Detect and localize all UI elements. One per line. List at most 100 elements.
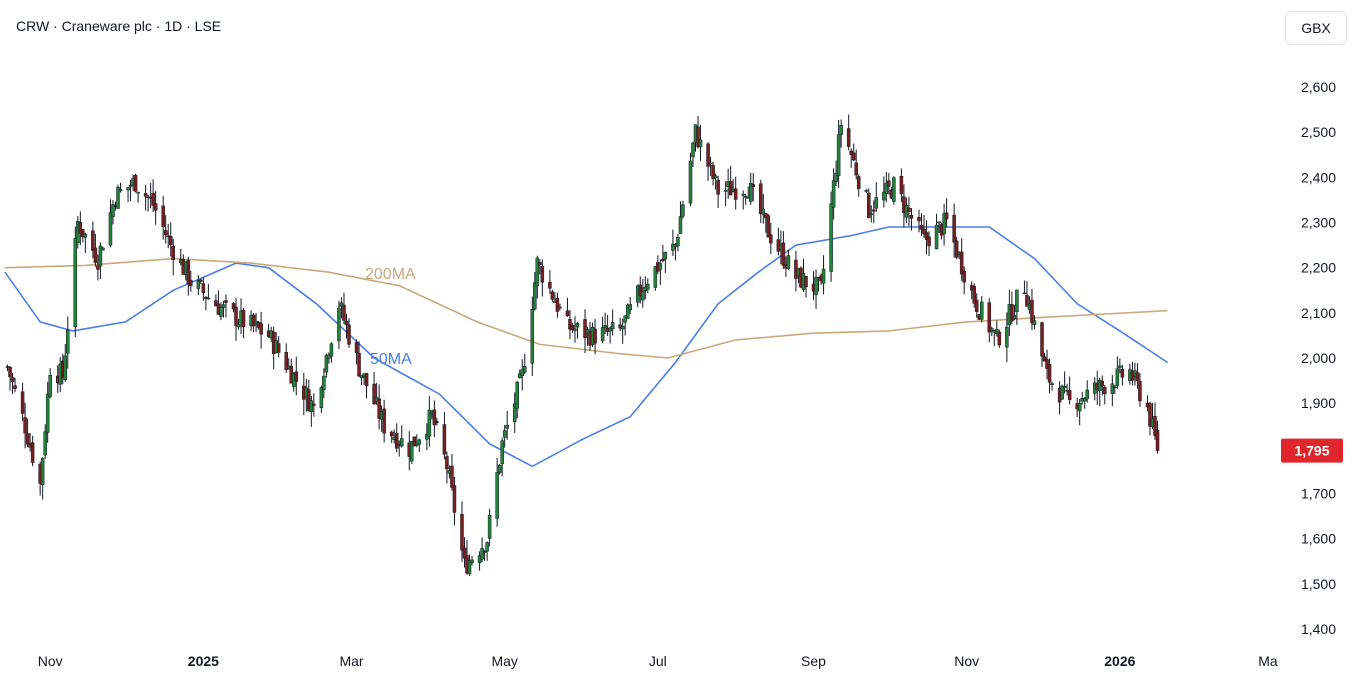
candle — [676, 234, 680, 252]
candle-body — [241, 309, 246, 328]
x-tick-label: 2025 — [188, 653, 219, 669]
candle-body — [575, 323, 580, 328]
candle-body — [470, 559, 474, 563]
candle-body — [934, 224, 939, 250]
candle — [678, 201, 683, 234]
candle — [959, 238, 964, 281]
candle-body — [573, 328, 577, 331]
candle — [1030, 288, 1034, 330]
last-price-tag: 1,795 — [1281, 438, 1343, 463]
y-axis: 2,600 2,500 2,400 2,300 2,200 2,100 2,000 1,900… — [1301, 79, 1336, 637]
candle — [309, 396, 314, 427]
candle — [570, 322, 575, 333]
candle — [382, 399, 386, 443]
candle — [1085, 380, 1089, 403]
candle-body — [691, 142, 695, 158]
candle-body — [944, 212, 949, 220]
candle-body — [593, 328, 597, 344]
candle — [1032, 315, 1037, 330]
candle-body — [171, 245, 175, 260]
candle — [638, 276, 643, 304]
candle — [234, 297, 238, 341]
candle — [452, 476, 457, 526]
candle-body — [851, 152, 856, 161]
candle-body — [312, 403, 316, 406]
candle-body — [1060, 385, 1064, 400]
candle-body — [10, 377, 15, 383]
candle-body — [711, 165, 715, 180]
candle-body — [324, 354, 329, 373]
candle-body — [427, 409, 432, 437]
candle — [884, 171, 889, 203]
candle — [887, 173, 891, 195]
candle — [284, 343, 288, 374]
candle-body — [1153, 415, 1157, 436]
candle-body — [902, 196, 906, 213]
candle — [743, 194, 748, 205]
candle — [1155, 420, 1160, 454]
candle-body — [442, 424, 447, 455]
candle — [814, 269, 818, 310]
candle-body — [1103, 387, 1107, 395]
candle — [497, 464, 502, 475]
candle-body — [909, 215, 914, 219]
candle-body — [40, 458, 45, 486]
candle-body — [186, 260, 191, 285]
candle-body — [608, 327, 612, 332]
candle-body — [954, 240, 959, 258]
candle — [111, 200, 115, 225]
candle — [63, 344, 68, 382]
candle-body — [927, 236, 931, 247]
candle-body — [980, 301, 984, 320]
candle — [500, 437, 504, 477]
candle-body — [882, 191, 886, 201]
candle-body — [658, 263, 663, 270]
candle — [45, 382, 50, 443]
candle-body — [415, 443, 419, 446]
candle — [691, 141, 695, 167]
candle-body — [628, 304, 632, 310]
candle-body — [688, 160, 693, 204]
candle-body — [759, 183, 763, 215]
candle-body — [728, 181, 733, 196]
candle — [962, 266, 966, 295]
candle — [389, 430, 394, 444]
candle — [427, 396, 432, 447]
ma200-line — [4, 257, 1168, 359]
candle-body — [959, 251, 964, 275]
candle-body — [13, 385, 17, 389]
candle-body — [1030, 299, 1034, 324]
candle — [1082, 397, 1087, 409]
candle — [342, 292, 346, 325]
candle — [1100, 375, 1105, 396]
candle-body — [786, 255, 791, 269]
candle — [219, 302, 223, 321]
candle-body — [761, 208, 766, 215]
candle — [1062, 371, 1067, 394]
candle — [347, 318, 351, 348]
candle-body — [497, 465, 502, 473]
candle-body — [153, 203, 158, 211]
candle — [48, 368, 52, 398]
candle — [974, 293, 979, 318]
y-tick-label: 1,400 — [1301, 621, 1336, 637]
candle — [769, 222, 773, 255]
candle — [987, 298, 992, 343]
candle-body — [480, 548, 484, 560]
candle-body — [781, 242, 786, 266]
candle — [1148, 401, 1152, 436]
candle-body — [20, 391, 25, 414]
candle — [882, 176, 886, 208]
candle — [1040, 321, 1044, 367]
candle — [1022, 280, 1027, 295]
y-tick-label: 2,100 — [1301, 305, 1336, 321]
candle-body — [425, 434, 429, 440]
candle-body — [743, 196, 748, 198]
candle — [628, 297, 632, 315]
currency-button[interactable]: GBX — [1285, 11, 1347, 45]
candle-body — [81, 229, 85, 238]
y-tick-label: 1,700 — [1301, 486, 1336, 502]
candle — [836, 120, 841, 188]
candle-body — [990, 328, 994, 331]
